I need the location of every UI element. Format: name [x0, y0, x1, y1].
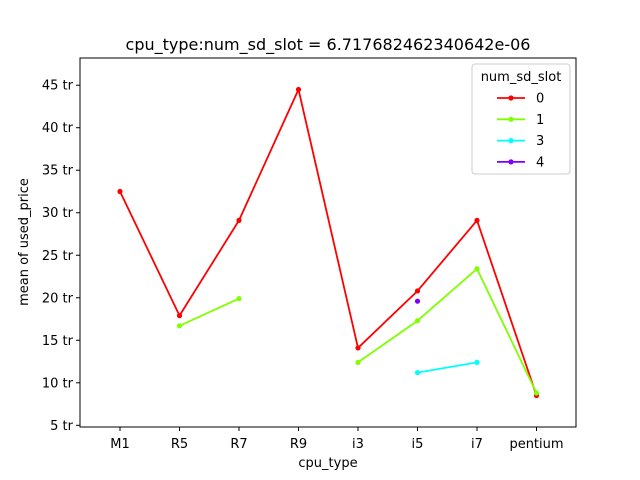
- x-tick-label: R9: [290, 437, 307, 452]
- y-tick-label: 40 tr: [42, 121, 74, 136]
- series-0-point: [117, 188, 123, 195]
- legend-entries: 0 1 3 4: [497, 92, 544, 170]
- y-tick-label: 5 tr: [50, 419, 74, 434]
- series-3-point: [414, 369, 421, 376]
- legend-marker-1: [508, 116, 514, 122]
- legend-marker-0: [508, 95, 514, 101]
- x-tick-label: M1: [110, 437, 130, 452]
- series-0-point: [355, 345, 361, 351]
- series-1-point: [236, 296, 242, 302]
- legend-marker-3: [508, 138, 514, 144]
- x-axis-label: cpu_type: [298, 456, 357, 471]
- x-tick-label: i3: [352, 437, 364, 452]
- x-tick-label: pentium: [509, 437, 563, 452]
- chart-title: cpu_type:num_sd_slot = 6.717682462340642…: [126, 35, 531, 55]
- legend-label-4: 4: [536, 155, 544, 170]
- y-axis: 5 tr 10 tr 15 tr 20 tr 25 tr 30 tr 35 tr 40 tr 4…: [42, 79, 80, 434]
- y-tick-label: 20 tr: [42, 291, 74, 306]
- series-0-point: [176, 313, 183, 319]
- legend-label-3: 3: [536, 134, 544, 149]
- x-tick-label: R7: [230, 437, 247, 452]
- series-1-line: [357, 267, 538, 394]
- series-0-point: [295, 86, 302, 93]
- series-4-point: [414, 298, 421, 304]
- x-tick-label: R5: [171, 437, 188, 452]
- series-0-line: [119, 88, 538, 396]
- lines-layer: [119, 88, 538, 396]
- series-0-point: [474, 217, 480, 223]
- series-1-line: [179, 297, 240, 327]
- legend-title: num_sd_slot: [481, 70, 562, 85]
- series-3-line: [417, 361, 478, 374]
- legend-label-0: 0: [536, 92, 544, 107]
- y-tick-label: 10 tr: [42, 376, 74, 391]
- y-tick-label: 35 tr: [42, 164, 74, 179]
- y-tick-label: 30 tr: [42, 206, 74, 221]
- legend-marker-4: [508, 159, 514, 165]
- series-1-point: [355, 359, 361, 365]
- plot-frame: [79, 57, 577, 428]
- x-axis: M1 R5 R7 R9 i3 i5 i7 pentium: [110, 427, 564, 452]
- x-tick-label: i5: [412, 437, 424, 452]
- legend: num_sd_slot 0 1 3 4: [471, 63, 571, 175]
- series-0-point: [414, 288, 421, 294]
- series-3-point: [474, 359, 480, 365]
- x-tick-label: i7: [471, 437, 483, 452]
- y-tick-label: 25 tr: [42, 249, 74, 264]
- series-1-point: [474, 266, 480, 272]
- series-0-point: [236, 217, 242, 223]
- series-1-point: [176, 323, 183, 329]
- series-1-point: [414, 318, 421, 324]
- y-tick-label: 15 tr: [42, 334, 74, 349]
- legend-label-1: 1: [536, 113, 544, 128]
- y-axis-label: mean of used_price: [17, 178, 32, 306]
- y-tick-label: 45 tr: [42, 79, 74, 94]
- series-1-point: [533, 390, 540, 396]
- points-layer: [117, 86, 540, 399]
